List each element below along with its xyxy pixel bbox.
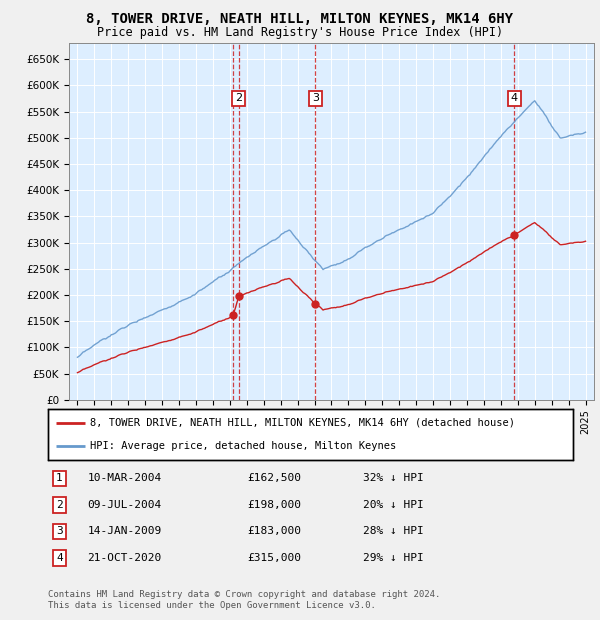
- Text: 28% ↓ HPI: 28% ↓ HPI: [363, 526, 424, 536]
- Text: Contains HM Land Registry data © Crown copyright and database right 2024.: Contains HM Land Registry data © Crown c…: [48, 590, 440, 600]
- Text: 8, TOWER DRIVE, NEATH HILL, MILTON KEYNES, MK14 6HY: 8, TOWER DRIVE, NEATH HILL, MILTON KEYNE…: [86, 12, 514, 27]
- Text: 21-OCT-2020: 21-OCT-2020: [88, 553, 161, 563]
- Text: £315,000: £315,000: [248, 553, 302, 563]
- Text: 8, TOWER DRIVE, NEATH HILL, MILTON KEYNES, MK14 6HY (detached house): 8, TOWER DRIVE, NEATH HILL, MILTON KEYNE…: [90, 418, 515, 428]
- Text: 20% ↓ HPI: 20% ↓ HPI: [363, 500, 424, 510]
- Text: 3: 3: [56, 526, 63, 536]
- Text: 4: 4: [511, 94, 518, 104]
- Text: 1: 1: [56, 473, 63, 484]
- Text: 14-JAN-2009: 14-JAN-2009: [88, 526, 161, 536]
- Text: £162,500: £162,500: [248, 473, 302, 484]
- Text: 29% ↓ HPI: 29% ↓ HPI: [363, 553, 424, 563]
- Text: £198,000: £198,000: [248, 500, 302, 510]
- Text: This data is licensed under the Open Government Licence v3.0.: This data is licensed under the Open Gov…: [48, 601, 376, 611]
- Text: 10-MAR-2004: 10-MAR-2004: [88, 473, 161, 484]
- Text: HPI: Average price, detached house, Milton Keynes: HPI: Average price, detached house, Milt…: [90, 441, 396, 451]
- Text: 2: 2: [56, 500, 63, 510]
- Text: 3: 3: [312, 94, 319, 104]
- Text: 32% ↓ HPI: 32% ↓ HPI: [363, 473, 424, 484]
- Text: 2: 2: [235, 94, 242, 104]
- Text: 4: 4: [56, 553, 63, 563]
- Text: Price paid vs. HM Land Registry's House Price Index (HPI): Price paid vs. HM Land Registry's House …: [97, 26, 503, 39]
- Text: £183,000: £183,000: [248, 526, 302, 536]
- Text: 09-JUL-2004: 09-JUL-2004: [88, 500, 161, 510]
